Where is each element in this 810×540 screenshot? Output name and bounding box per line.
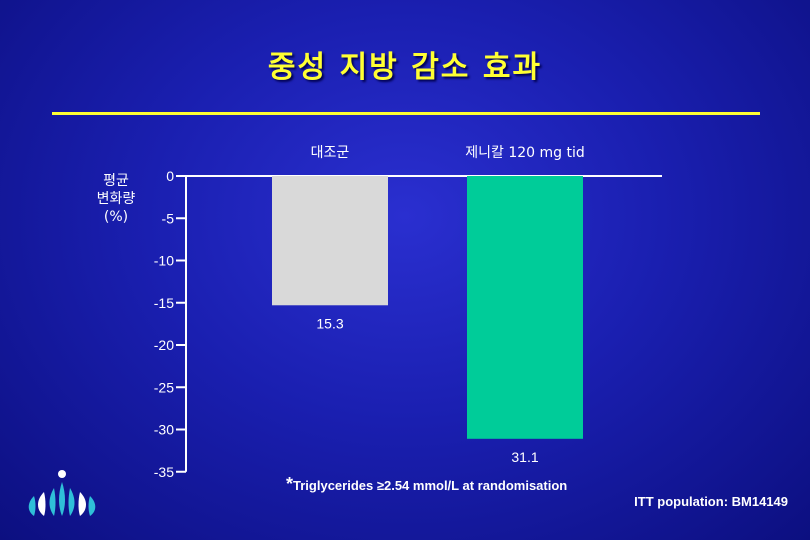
y-tick-label: -30 [154, 422, 174, 438]
page-title: 중성 지방 감소 효과 [267, 50, 543, 85]
y-axis-label-line-3: (%) [103, 209, 129, 225]
footnote-marker: * [286, 474, 294, 494]
footnote-text: Triglycerides ≥2.54 mmol/L at randomisat… [293, 478, 568, 493]
category-label: 대조군 [311, 145, 350, 161]
company-logo-icon [28, 470, 96, 516]
data-label: 31.1 [511, 449, 538, 465]
title-divider [52, 112, 760, 115]
y-tick-label: -25 [154, 379, 174, 395]
y-tick-label: -35 [154, 464, 174, 480]
y-tick-label: -10 [154, 253, 174, 269]
bar [467, 176, 583, 439]
y-tick-label: 0 [166, 168, 174, 184]
y-axis-label-line-1: 평균 [103, 173, 129, 189]
source-note: ITT population: BM14149 [634, 494, 788, 509]
y-axis-label-line-2: 변화량 [96, 191, 136, 207]
data-label: 15.3 [316, 315, 343, 331]
footnote: *Triglycerides ≥2.54 mmol/L at randomisa… [286, 474, 567, 495]
y-tick-label: -5 [162, 210, 175, 226]
y-tick-label: -20 [154, 337, 174, 353]
category-label: 제니칼 120 mg tid [465, 145, 585, 161]
y-tick-label: -15 [154, 295, 174, 311]
bar [272, 176, 388, 306]
y-axis-label: 평균 변화량 (%) [86, 172, 146, 226]
